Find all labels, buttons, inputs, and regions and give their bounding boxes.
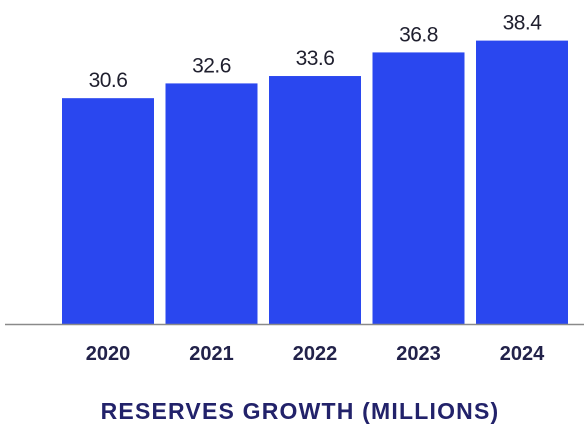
x-tick-label-2022: 2022: [293, 343, 338, 365]
value-label-2024: 38.4: [503, 12, 543, 35]
value-label-2021: 32.6: [192, 54, 231, 77]
x-tick-label-2024: 2024: [500, 343, 545, 365]
value-label-2022: 33.6: [296, 47, 335, 70]
x-tick-label-2021: 2021: [189, 343, 234, 365]
bar-2021: [165, 83, 258, 324]
value-label-2020: 30.6: [89, 69, 128, 92]
bar-2022: [269, 76, 361, 324]
bar-2023: [372, 52, 465, 324]
bar-2024: [476, 40, 568, 324]
x-tick-labels-group: 2020 2021 2022 2023 2024: [86, 343, 545, 365]
bar-2020: [62, 98, 154, 324]
value-labels-group: 30.6 32.6 33.6 36.8 38.4: [89, 12, 543, 93]
x-tick-label-2020: 2020: [86, 343, 131, 365]
value-label-2023: 36.8: [399, 23, 438, 46]
chart-title: RESERVES GROWTH (MILLIONS): [100, 398, 500, 424]
x-tick-label-2023: 2023: [396, 343, 441, 365]
bars-group: [62, 40, 568, 324]
